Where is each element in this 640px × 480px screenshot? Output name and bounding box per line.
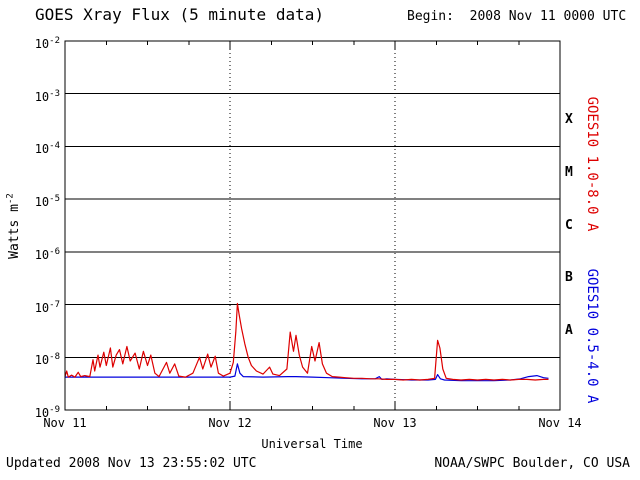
y-axis-label: Watts m-2 xyxy=(6,193,22,259)
updated-timestamp: Updated 2008 Nov 13 23:55:02 UTC xyxy=(6,456,257,471)
x-axis-title: Universal Time xyxy=(261,437,363,451)
series-line-long xyxy=(64,302,549,381)
series-label-goes10-short-channel: GOES10 0.5-4.0 A xyxy=(584,268,600,404)
y-axis-label-text: Watts m-2 xyxy=(5,193,23,259)
begin-timestamp-label: Begin: 2008 Nov 11 0000 UTC xyxy=(407,9,627,24)
plot-border xyxy=(64,40,561,411)
chart-title: GOES Xray Flux (5 minute data) xyxy=(35,5,324,24)
source-credit: NOAA/SWPC Boulder, CO USA xyxy=(434,456,630,471)
series-label-goes10-long-channel: GOES10 1.0-8.0 A xyxy=(584,96,600,232)
